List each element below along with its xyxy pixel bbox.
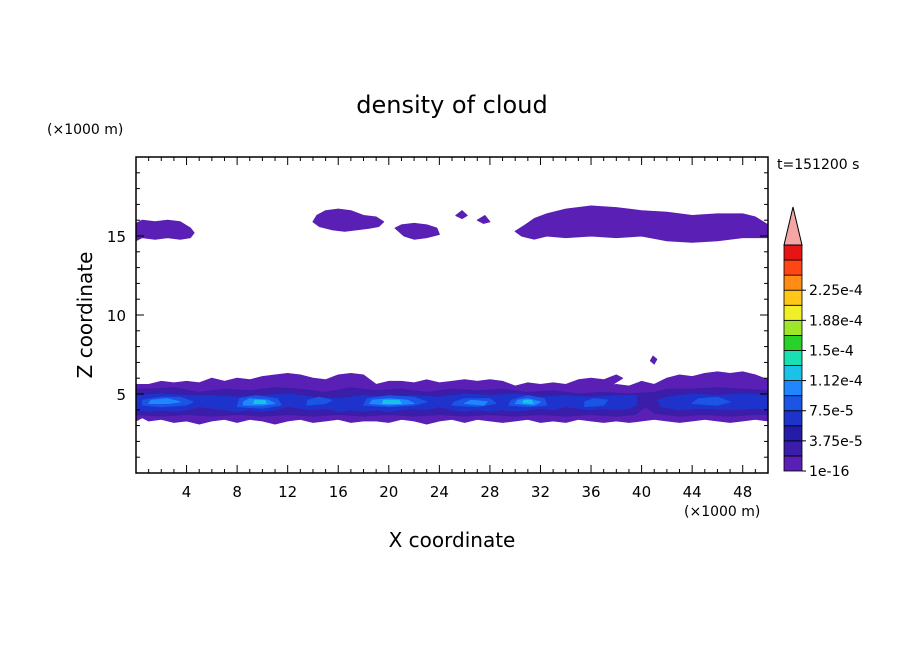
y-axis-unit: (×1000 m)	[47, 122, 123, 138]
colorbar-tick-label: 2.25e-4	[809, 283, 863, 299]
contour-region-19	[584, 398, 608, 408]
colorbar-segment	[783, 259, 803, 276]
y-axis: 5 10 15	[107, 172, 768, 458]
contour-region-28	[522, 399, 534, 404]
contour-region-9	[691, 371, 756, 382]
x-tick-label: 8	[232, 483, 242, 501]
contour-region-24	[464, 399, 488, 406]
colorbar-segment	[783, 319, 803, 336]
colorbar-tick-label: 1.88e-4	[809, 313, 863, 329]
contour-region-20	[691, 396, 731, 406]
contour-region-5	[476, 215, 491, 224]
colorbar-segment	[783, 304, 803, 321]
x-tick-label: 36	[581, 483, 600, 501]
colorbar-extend-triangle	[783, 206, 803, 246]
y-tick-label: 15	[107, 228, 126, 246]
x-tick-label: 24	[430, 483, 449, 501]
contour-region-6	[514, 205, 768, 243]
colorbar-segment	[783, 274, 803, 291]
colorbar-segment	[783, 395, 803, 412]
x-tick-label: 4	[182, 483, 192, 501]
colorbar-segment	[783, 289, 803, 306]
x-tick-label: 28	[480, 483, 499, 501]
contour-region-8	[649, 355, 658, 365]
time-label: t=151200 s	[777, 157, 859, 173]
chart-title: density of cloud	[356, 91, 547, 119]
x-axis: 4 8 12 16 20 24 28 32 36 40 44 48	[148, 157, 756, 501]
colorbar-segment	[783, 440, 803, 457]
y-tick-label: 5	[116, 386, 126, 404]
colorbar-tick-label: 7.5e-5	[809, 404, 854, 420]
contour-region-21	[148, 398, 181, 404]
contour-region-27	[382, 399, 402, 404]
contour-region-15	[306, 396, 333, 406]
contour-region-3	[394, 222, 440, 240]
colorbar-segment	[783, 365, 803, 381]
contour-region-4	[455, 210, 468, 220]
colorbar-tick-label: 1.12e-4	[809, 374, 863, 390]
colorbar-segment	[783, 410, 803, 427]
contour-region-1	[136, 219, 195, 242]
contour-region-2	[312, 208, 385, 232]
colorbar-segment	[783, 455, 803, 472]
colorbar-tick-label: 1e-16	[809, 464, 849, 480]
contour-region-26	[253, 399, 267, 404]
y-tick-label: 10	[107, 307, 126, 325]
plot-area	[136, 205, 768, 425]
x-axis-unit: (×1000 m)	[684, 504, 760, 520]
x-tick-label: 32	[531, 483, 550, 501]
contour-region-7	[565, 374, 624, 387]
colorbar-segment	[783, 244, 803, 261]
x-tick-label: 16	[329, 483, 348, 501]
colorbar-tick-label: 1.5e-4	[809, 343, 854, 359]
x-tick-label: 44	[683, 483, 702, 501]
colorbar-segment	[783, 334, 803, 351]
colorbar-segment	[783, 380, 803, 397]
colorbar-tick-label: 3.75e-5	[809, 434, 863, 450]
x-tick-label: 40	[632, 483, 651, 501]
colorbar-segment	[783, 350, 803, 366]
colorbar-segment	[783, 425, 803, 442]
x-tick-label: 20	[379, 483, 398, 501]
x-tick-label: 48	[733, 483, 752, 501]
x-axis-label: X coordinate	[389, 528, 516, 552]
x-tick-label: 12	[278, 483, 297, 501]
colorbar: 1e-16 3.75e-5 7.5e-5 1.12e-4 1.5e-4 1.88e-4 2.…	[783, 206, 863, 480]
y-axis-label: Z coordinate	[73, 252, 97, 379]
